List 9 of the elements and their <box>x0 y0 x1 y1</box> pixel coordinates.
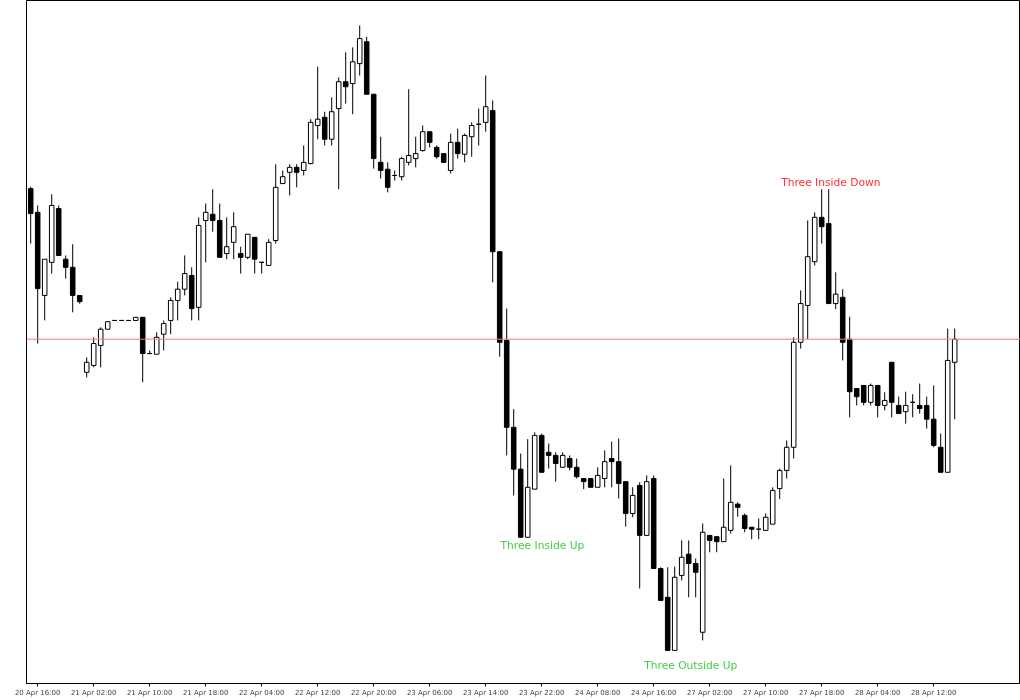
candlestick <box>153 331 160 355</box>
annotation: Three Inside Up <box>499 538 585 552</box>
candlestick <box>160 319 167 351</box>
text: Three Outside Up <box>643 658 738 672</box>
candlestick <box>230 211 237 260</box>
candlestick <box>62 254 69 280</box>
candlestick <box>573 458 580 480</box>
candlestick <box>265 238 272 266</box>
annotation: Three Inside Down <box>780 175 881 189</box>
